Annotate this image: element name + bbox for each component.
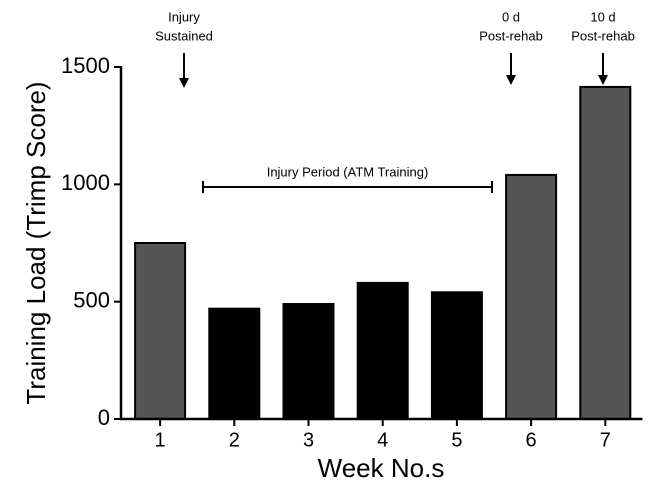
x-tick-label: 7 bbox=[600, 429, 611, 451]
arrow-head bbox=[506, 75, 516, 85]
y-tick-label: 1000 bbox=[61, 170, 110, 195]
annotation-text: 0 d bbox=[502, 9, 520, 24]
bar bbox=[208, 307, 261, 420]
y-tick-label: 0 bbox=[98, 405, 110, 430]
bar bbox=[282, 303, 335, 420]
annotation-text: Injury bbox=[168, 9, 200, 24]
bar bbox=[134, 242, 187, 420]
bar bbox=[579, 85, 632, 421]
annotation-text: Post-rehab bbox=[479, 28, 543, 43]
y-tick-label: 1500 bbox=[61, 53, 110, 78]
annotation-text: 10 d bbox=[590, 9, 615, 24]
x-tick-label: 5 bbox=[451, 429, 462, 451]
annotation-text: Sustained bbox=[155, 28, 213, 43]
arrow-head bbox=[179, 78, 189, 88]
x-tick-label: 6 bbox=[526, 429, 537, 451]
x-tick-label: 3 bbox=[303, 429, 314, 451]
bar bbox=[356, 281, 409, 421]
x-tick-label: 1 bbox=[155, 429, 166, 451]
x-tick-label: 2 bbox=[229, 429, 240, 451]
arrow-head bbox=[598, 75, 608, 85]
bar bbox=[505, 173, 558, 420]
x-axis-label: Week No.s bbox=[318, 453, 445, 483]
annotation-text: Injury Period (ATM Training) bbox=[267, 164, 429, 179]
y-axis-label: Training Load (Trimp Score) bbox=[21, 81, 51, 404]
x-tick-label: 4 bbox=[377, 429, 388, 451]
annotation-text: Post-rehab bbox=[571, 28, 635, 43]
bar bbox=[430, 291, 483, 420]
y-tick-label: 500 bbox=[73, 287, 110, 312]
